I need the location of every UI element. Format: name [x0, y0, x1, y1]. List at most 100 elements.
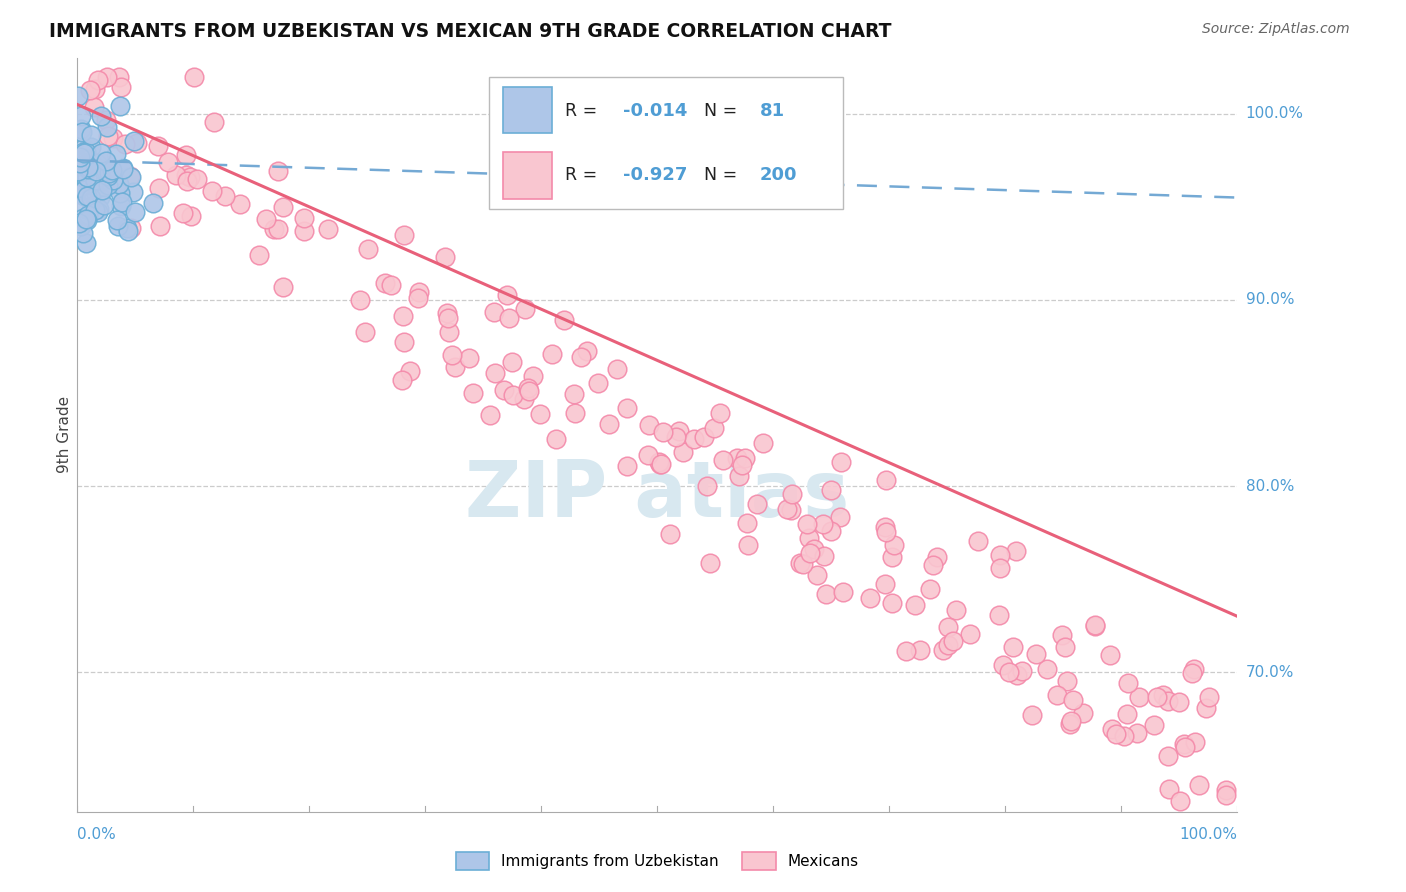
Point	[142, 195, 165, 210]
Point	[392, 309, 415, 323]
Point	[529, 407, 551, 421]
Point	[229, 197, 252, 211]
Point	[1159, 782, 1181, 797]
Point	[80, 139, 103, 153]
Point	[83, 173, 105, 187]
Point	[1036, 661, 1059, 675]
Text: 100.0%: 100.0%	[1246, 106, 1303, 121]
Point	[811, 516, 834, 531]
Point	[107, 178, 129, 192]
Point	[67, 164, 90, 178]
Point	[1114, 729, 1136, 743]
Point	[83, 161, 105, 176]
Point	[659, 526, 682, 541]
Point	[93, 180, 115, 194]
Point	[517, 384, 540, 398]
Text: N =: N =	[704, 166, 742, 184]
Point	[492, 383, 515, 397]
Point	[1187, 778, 1209, 792]
Point	[990, 549, 1012, 563]
Point	[1181, 665, 1204, 680]
Point	[73, 183, 96, 197]
Point	[569, 351, 592, 365]
Point	[292, 224, 315, 238]
Legend: Immigrants from Uzbekistan, Mexicans: Immigrants from Uzbekistan, Mexicans	[450, 846, 865, 876]
Point	[484, 305, 506, 319]
Point	[1084, 619, 1107, 633]
Text: 80.0%: 80.0%	[1246, 478, 1294, 493]
Point	[806, 568, 828, 582]
Point	[90, 183, 112, 197]
Point	[815, 586, 838, 600]
Point	[648, 455, 671, 469]
Point	[882, 596, 904, 610]
Point	[873, 576, 896, 591]
Point	[830, 455, 852, 469]
Point	[564, 406, 586, 420]
Point	[792, 557, 814, 571]
Point	[80, 191, 103, 205]
Point	[120, 169, 142, 184]
Text: -0.927: -0.927	[623, 166, 688, 184]
Point	[959, 627, 981, 641]
Point	[380, 278, 402, 293]
Point	[1084, 617, 1107, 632]
Point	[737, 537, 759, 551]
Point	[214, 189, 236, 203]
Point	[883, 538, 905, 552]
Point	[97, 178, 120, 193]
Point	[1071, 706, 1094, 720]
Point	[936, 638, 959, 652]
Point	[72, 226, 94, 240]
Point	[1059, 717, 1081, 731]
Point	[73, 141, 96, 155]
Point	[896, 644, 918, 658]
Point	[650, 457, 672, 471]
Point	[122, 134, 145, 148]
Point	[94, 113, 117, 128]
Point	[117, 221, 139, 235]
Point	[374, 277, 396, 291]
Point	[665, 429, 688, 443]
Point	[73, 188, 96, 202]
Point	[796, 516, 818, 531]
Point	[394, 228, 416, 243]
Point	[1011, 664, 1033, 678]
Point	[349, 293, 371, 308]
Point	[76, 161, 98, 176]
Point	[82, 158, 104, 172]
Point	[553, 313, 575, 327]
Point	[495, 287, 517, 301]
Point	[1168, 695, 1191, 709]
Point	[353, 325, 375, 339]
Point	[406, 291, 429, 305]
Point	[820, 524, 842, 538]
Point	[522, 368, 544, 383]
Point	[180, 209, 202, 223]
Point	[799, 531, 821, 545]
Point	[925, 550, 948, 565]
Point	[67, 199, 90, 213]
Point	[1021, 707, 1043, 722]
Point	[1152, 689, 1174, 703]
Point	[880, 550, 903, 565]
Point	[433, 251, 456, 265]
Point	[875, 473, 897, 487]
Point	[69, 219, 91, 233]
Point	[90, 110, 112, 124]
Point	[1116, 676, 1139, 690]
Point	[80, 160, 103, 174]
Point	[803, 542, 825, 557]
Text: IMMIGRANTS FROM UZBEKISTAN VS MEXICAN 9TH GRADE CORRELATION CHART: IMMIGRANTS FROM UZBEKISTAN VS MEXICAN 9T…	[49, 22, 891, 41]
Point	[1105, 727, 1128, 741]
Point	[436, 306, 458, 320]
Point	[513, 392, 536, 406]
Point	[84, 202, 107, 217]
Point	[873, 520, 896, 534]
Point	[97, 128, 120, 143]
Point	[97, 169, 120, 183]
Point	[1173, 737, 1195, 751]
Point	[179, 169, 201, 184]
Point	[693, 430, 716, 444]
Point	[75, 211, 97, 226]
